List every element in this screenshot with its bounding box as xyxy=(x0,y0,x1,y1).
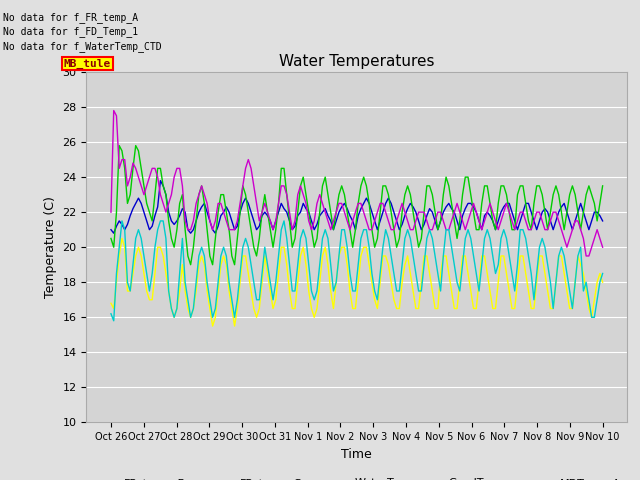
Text: No data for f_FR_temp_A: No data for f_FR_temp_A xyxy=(3,12,138,23)
Legend: FR_temp_B, FR_temp_C, WaterT, CondTemp, MDTemp_A: FR_temp_B, FR_temp_C, WaterT, CondTemp, … xyxy=(88,473,625,480)
X-axis label: Time: Time xyxy=(341,448,372,461)
Text: MB_tule: MB_tule xyxy=(64,59,111,69)
Text: No data for f_FD_Temp_1: No data for f_FD_Temp_1 xyxy=(3,26,138,37)
Text: No data for f_WaterTemp_CTD: No data for f_WaterTemp_CTD xyxy=(3,41,162,52)
Title: Water Temperatures: Water Temperatures xyxy=(279,54,435,70)
Y-axis label: Temperature (C): Temperature (C) xyxy=(44,196,57,298)
